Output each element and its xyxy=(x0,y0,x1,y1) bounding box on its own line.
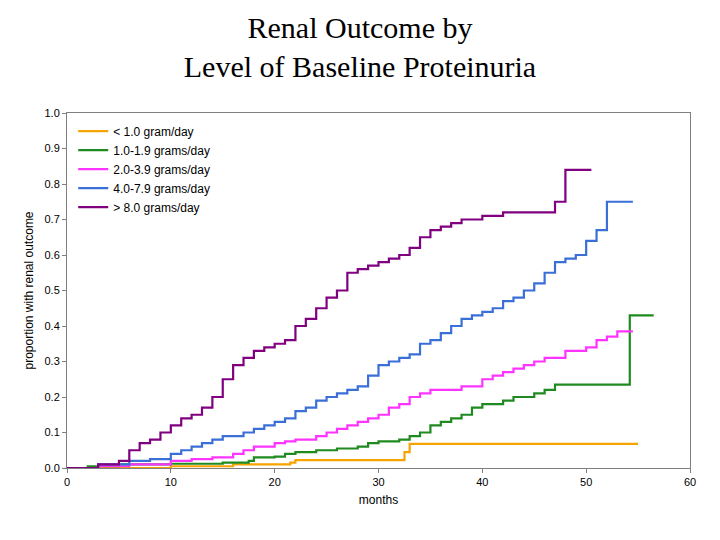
svg-text:1.0-1.9 grams/day: 1.0-1.9 grams/day xyxy=(113,144,210,158)
svg-text:Renal Outcome byLevel of Basel: Renal Outcome byLevel of Baseline Protei… xyxy=(184,11,536,83)
svg-text:30: 30 xyxy=(372,476,384,488)
svg-text:10: 10 xyxy=(165,476,177,488)
svg-text:0: 0 xyxy=(64,476,70,488)
svg-text:0.4: 0.4 xyxy=(45,320,60,332)
svg-text:2.0-3.9 grams/day: 2.0-3.9 grams/day xyxy=(113,163,210,177)
svg-text:0.1: 0.1 xyxy=(45,426,60,438)
svg-text:0.2: 0.2 xyxy=(45,391,60,403)
svg-text:50: 50 xyxy=(580,476,592,488)
svg-text:0.6: 0.6 xyxy=(45,249,60,261)
svg-text:proportion with renal outcome: proportion with renal outcome xyxy=(22,211,36,369)
svg-text:> 8.0 grams/day: > 8.0 grams/day xyxy=(113,201,199,215)
svg-text:0.3: 0.3 xyxy=(45,355,60,367)
svg-text:60: 60 xyxy=(684,476,696,488)
svg-text:40: 40 xyxy=(476,476,488,488)
svg-text:0.7: 0.7 xyxy=(45,213,60,225)
svg-text:0.0: 0.0 xyxy=(45,462,60,474)
svg-text:0.8: 0.8 xyxy=(45,178,60,190)
svg-text:20: 20 xyxy=(269,476,281,488)
svg-text:< 1.0 gram/day: < 1.0 gram/day xyxy=(113,125,193,139)
svg-text:1.0: 1.0 xyxy=(45,107,60,119)
svg-text:months: months xyxy=(359,493,398,507)
svg-text:0.9: 0.9 xyxy=(45,142,60,154)
svg-text:0.5: 0.5 xyxy=(45,284,60,296)
svg-text:4.0-7.9 grams/day: 4.0-7.9 grams/day xyxy=(113,182,210,196)
